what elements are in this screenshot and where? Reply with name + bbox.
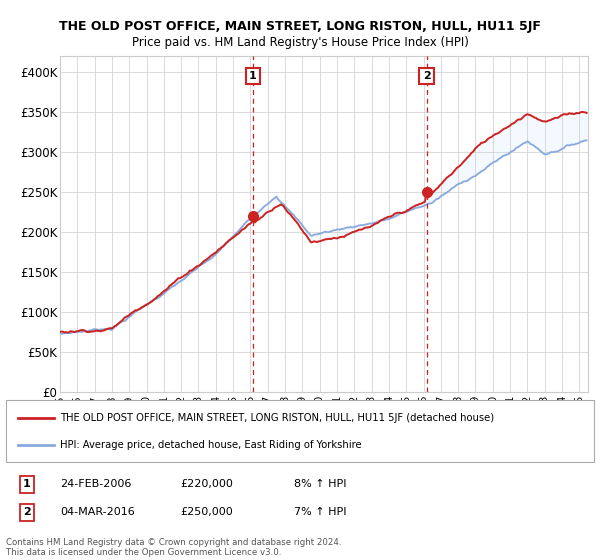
Text: 8% ↑ HPI: 8% ↑ HPI [294, 479, 347, 489]
Text: 1: 1 [249, 71, 257, 81]
Text: 2: 2 [423, 71, 431, 81]
Text: Price paid vs. HM Land Registry's House Price Index (HPI): Price paid vs. HM Land Registry's House … [131, 36, 469, 49]
Text: HPI: Average price, detached house, East Riding of Yorkshire: HPI: Average price, detached house, East… [60, 440, 362, 450]
Text: THE OLD POST OFFICE, MAIN STREET, LONG RISTON, HULL, HU11 5JF (detached house): THE OLD POST OFFICE, MAIN STREET, LONG R… [60, 413, 494, 423]
Text: 24-FEB-2006: 24-FEB-2006 [60, 479, 131, 489]
Text: THE OLD POST OFFICE, MAIN STREET, LONG RISTON, HULL, HU11 5JF: THE OLD POST OFFICE, MAIN STREET, LONG R… [59, 20, 541, 32]
Text: £220,000: £220,000 [180, 479, 233, 489]
Text: 1: 1 [23, 479, 31, 489]
Text: Contains HM Land Registry data © Crown copyright and database right 2024.
This d: Contains HM Land Registry data © Crown c… [6, 538, 341, 557]
Text: 04-MAR-2016: 04-MAR-2016 [60, 507, 135, 517]
Text: 7% ↑ HPI: 7% ↑ HPI [294, 507, 347, 517]
Text: 2: 2 [23, 507, 31, 517]
Text: £250,000: £250,000 [180, 507, 233, 517]
